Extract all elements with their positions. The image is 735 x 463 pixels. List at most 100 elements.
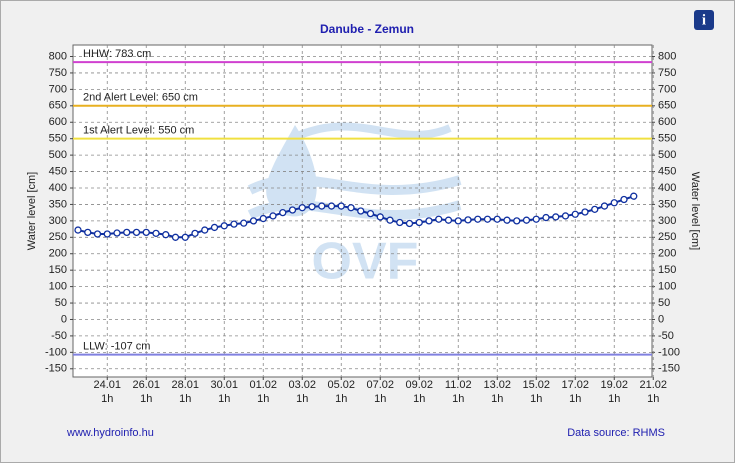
data-point xyxy=(259,214,267,223)
data-point xyxy=(93,230,102,238)
y2-axis-label: Water level [cm] xyxy=(689,172,701,250)
data-point xyxy=(474,215,482,223)
y-tick-label: 150 xyxy=(49,264,67,276)
y-tick-label: 400 xyxy=(49,182,67,194)
data-point xyxy=(337,202,345,210)
data-point xyxy=(191,229,199,238)
y-tick-label: 200 xyxy=(49,248,67,260)
data-point xyxy=(435,215,443,223)
y-tick-label: 450 xyxy=(49,165,67,177)
data-point xyxy=(152,229,160,238)
data-point xyxy=(600,202,609,210)
chart-title: Danube - Zemun xyxy=(320,22,414,36)
y2-tick-label: 600 xyxy=(658,116,676,128)
data-point xyxy=(308,203,316,211)
data-point xyxy=(269,212,277,220)
data-point xyxy=(220,222,228,230)
data-point xyxy=(142,228,150,237)
y-tick-label: 650 xyxy=(49,100,67,112)
data-point xyxy=(454,217,462,225)
y-tick-label: 750 xyxy=(49,67,67,79)
data-point xyxy=(464,216,472,224)
data-point xyxy=(552,213,560,221)
data-point xyxy=(415,218,423,227)
x-tick-label: 28.01 xyxy=(171,379,199,391)
y2-tick-label: 450 xyxy=(658,165,676,177)
y-tick-label: 600 xyxy=(49,116,67,128)
y2-tick-label: 250 xyxy=(658,231,676,243)
x-tick-label: 30.01 xyxy=(210,379,238,391)
data-point xyxy=(279,208,287,217)
data-point xyxy=(249,217,258,225)
x-tick-time: 1h xyxy=(179,393,191,405)
data-point xyxy=(74,226,82,234)
data-point xyxy=(240,219,248,227)
y2-tick-label: -100 xyxy=(658,346,680,358)
footer-link[interactable]: www.hydroinfo.hu xyxy=(66,427,154,439)
x-tick-time: 1h xyxy=(257,393,269,405)
y-tick-label: -150 xyxy=(45,363,67,375)
x-tick-label: 01.02 xyxy=(249,379,277,391)
watermark-text: OVF xyxy=(312,233,419,291)
x-tick-time: 1h xyxy=(374,393,386,405)
data-point xyxy=(386,216,394,224)
y2-tick-label: 650 xyxy=(658,100,676,112)
y2-tick-label: 700 xyxy=(658,83,676,95)
data-point xyxy=(210,223,219,232)
x-tick-time: 1h xyxy=(218,393,230,405)
data-point xyxy=(201,226,209,234)
y-tick-label: -50 xyxy=(51,330,67,342)
data-point xyxy=(396,218,404,227)
data-point xyxy=(230,220,238,228)
data-point xyxy=(327,202,336,210)
info-icon[interactable] xyxy=(694,10,714,30)
y-tick-label: 700 xyxy=(49,83,67,95)
y-tick-label: 50 xyxy=(55,297,67,309)
data-point xyxy=(181,233,189,241)
series-line xyxy=(77,195,635,239)
x-tick-label: 09.02 xyxy=(405,379,433,391)
y-tick-label: 800 xyxy=(49,50,67,62)
data-point xyxy=(571,210,579,218)
data-point xyxy=(113,229,121,237)
x-tick-label: 11.02 xyxy=(445,379,472,391)
data-point xyxy=(610,199,618,207)
x-tick-label: 21.02 xyxy=(639,379,667,391)
y-tick-label: 100 xyxy=(49,281,67,293)
data-point xyxy=(357,207,365,215)
data-point xyxy=(483,215,492,223)
data-point xyxy=(425,217,433,225)
x-tick-time: 1h xyxy=(101,393,113,405)
x-tick-label: 05.02 xyxy=(327,379,355,391)
info-icon-text[interactable]: i xyxy=(702,12,706,28)
data-point xyxy=(347,204,355,212)
data-point xyxy=(630,192,638,200)
x-tick-time: 1h xyxy=(413,393,425,405)
x-tick-time: 1h xyxy=(569,393,581,405)
data-point xyxy=(376,213,384,221)
x-tick-time: 1h xyxy=(608,393,620,405)
reference-label: 2nd Alert Level: 650 cm xyxy=(83,92,198,104)
data-point xyxy=(513,217,521,225)
x-tick-time: 1h xyxy=(647,393,659,405)
data-point xyxy=(318,202,326,210)
y-axis-label: Water level [cm] xyxy=(26,172,38,250)
x-tick-time: 1h xyxy=(140,393,152,405)
data-point xyxy=(620,195,628,204)
y-tick-label: -100 xyxy=(45,346,67,358)
x-tick-time: 1h xyxy=(296,393,308,405)
reference-label: LLW: -107 cm xyxy=(83,341,150,353)
x-tick-time: 1h xyxy=(491,393,503,405)
data-point xyxy=(542,213,550,222)
data-point xyxy=(123,228,131,237)
y-tick-label: 550 xyxy=(49,133,67,145)
x-tick-label: 17.02 xyxy=(561,379,589,391)
data-point xyxy=(171,233,180,241)
data-point xyxy=(288,206,297,214)
data-point xyxy=(532,215,540,223)
y2-tick-label: 300 xyxy=(658,215,676,227)
y2-tick-label: 100 xyxy=(658,281,676,293)
y2-tick-label: 400 xyxy=(658,182,676,194)
x-tick-time: 1h xyxy=(452,393,464,405)
